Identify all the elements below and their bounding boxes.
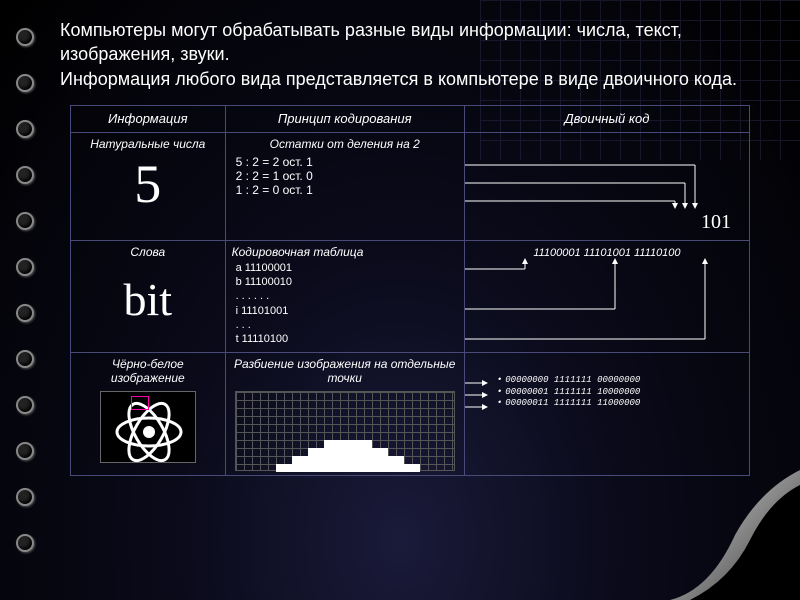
intro-text: Компьютеры могут обрабатывать разные вид… (60, 18, 780, 91)
img-method-title: Разбиение изображения на отдельные точки (232, 357, 458, 385)
atom-icon (100, 391, 196, 463)
word-method-title: Кодировочная таблица (232, 245, 458, 259)
img-binary-rows: 00000000 1111111 00000000 00000001 11111… (497, 375, 743, 410)
encoding-table: Информация Принцип кодирования Двоичный … (70, 105, 750, 476)
col-header-method: Принцип кодирования (226, 106, 465, 132)
pixel-grid (235, 391, 455, 471)
page-curl (670, 470, 800, 600)
word-label: Слова (77, 245, 219, 259)
num-result: 101 (701, 211, 731, 234)
num-method-title: Остатки от деления на 2 (232, 137, 458, 151)
num-example: 5 (77, 153, 219, 215)
col-header-info: Информация (71, 106, 226, 132)
word-binary: 11100001 11101001 11110100 (471, 247, 743, 259)
img-label: Чёрно-белое изображение (77, 357, 219, 385)
word-example: bit (77, 273, 219, 326)
num-label: Натуральные числа (77, 137, 219, 151)
col-header-binary: Двоичный код (465, 106, 749, 132)
